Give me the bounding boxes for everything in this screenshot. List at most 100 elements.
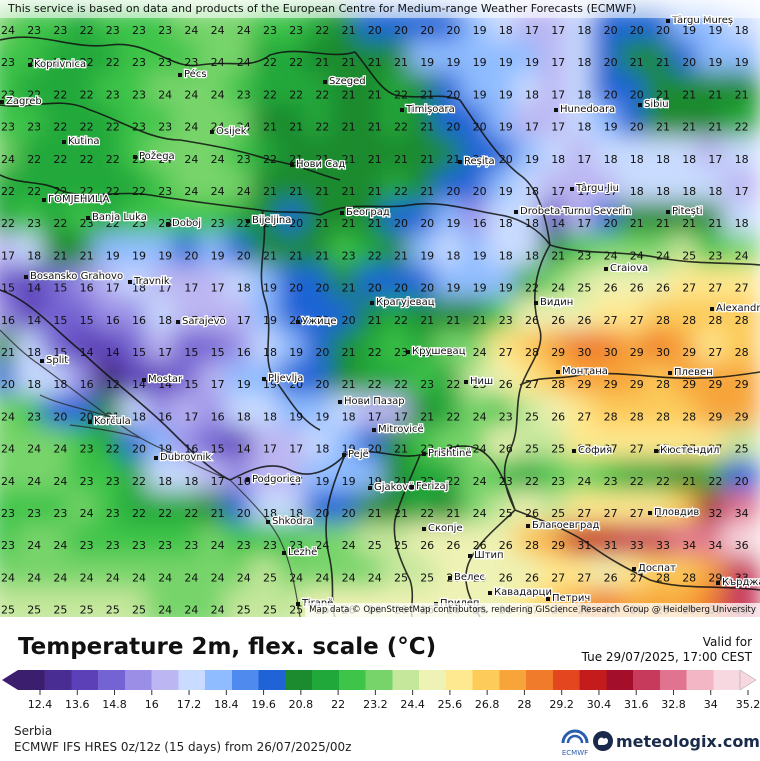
place-name: Doboj xyxy=(172,218,201,229)
place-marker xyxy=(178,73,182,77)
place-name: Timișoara xyxy=(405,104,455,115)
temperature-value: 24 xyxy=(1,410,15,423)
temperature-value: 24 xyxy=(289,571,303,584)
temperature-value: 31 xyxy=(604,539,618,552)
place-marker xyxy=(422,452,426,456)
temperature-value: 17 xyxy=(551,88,565,101)
place-name: Lezhë xyxy=(288,547,317,558)
temperature-value: 21 xyxy=(368,56,382,69)
temperature-value: 28 xyxy=(525,346,539,359)
temperature-value: 21 xyxy=(289,249,303,262)
temperature-value: 22 xyxy=(368,346,382,359)
scale-tick-label: 12.4 xyxy=(28,698,53,711)
temperature-value: 24 xyxy=(80,507,94,520)
temperature-value: 24 xyxy=(184,604,198,617)
place-name: Bijeljina xyxy=(252,215,291,226)
temperature-value: 22 xyxy=(394,378,408,391)
temperature-value: 22 xyxy=(132,507,146,520)
place-name: Shkodra xyxy=(272,516,313,527)
temperature-value: 14 xyxy=(80,346,94,359)
temperature-value: 30 xyxy=(577,346,591,359)
temperature-value: 25 xyxy=(499,507,513,520)
temperature-value: 20 xyxy=(446,88,460,101)
place-marker xyxy=(666,210,670,214)
temperature-value: 16 xyxy=(106,314,120,327)
temperature-value: 21 xyxy=(682,475,696,488)
place-name: Târgu Jiu xyxy=(575,182,619,194)
scale-tick-label: 19.6 xyxy=(251,698,276,711)
temperature-value: 21 xyxy=(342,56,356,69)
temperature-value: 22 xyxy=(53,153,67,166)
scale-tick-label: 35.2 xyxy=(736,698,760,711)
temperature-value: 20 xyxy=(420,282,434,295)
scale-tick-label: 20.8 xyxy=(289,698,314,711)
place-label: Благоевград xyxy=(526,520,600,531)
place-marker xyxy=(24,275,28,279)
place-marker xyxy=(458,160,462,164)
temperature-value: 27 xyxy=(630,314,644,327)
temperature-value: 22 xyxy=(263,88,277,101)
temperature-value: 17 xyxy=(525,121,539,134)
temperature-value: 21 xyxy=(394,153,408,166)
place-label: Hunedoara xyxy=(554,104,615,115)
temperature-value: 22 xyxy=(106,56,120,69)
temperature-value: 20 xyxy=(473,185,487,198)
temperature-value: 26 xyxy=(420,539,434,552)
temperature-value: 15 xyxy=(53,282,67,295)
temperature-value: 21 xyxy=(394,443,408,456)
temperature-value: 17 xyxy=(211,378,225,391)
meteologix-icon xyxy=(592,730,614,752)
temperature-value: 17 xyxy=(394,410,408,423)
place-marker xyxy=(323,80,327,84)
temperature-value: 28 xyxy=(682,410,696,423)
temperature-value: 22 xyxy=(53,121,67,134)
temperature-value: 18 xyxy=(682,185,696,198)
place-name: Požega xyxy=(139,150,175,162)
place-name: Alexandria xyxy=(716,303,760,314)
temperature-value: 15 xyxy=(211,443,225,456)
temperature-value: 22 xyxy=(80,88,94,101)
place-marker xyxy=(372,428,376,432)
temperature-value: 23 xyxy=(132,56,146,69)
temperature-value: 23 xyxy=(1,539,15,552)
scale-tick-label: 13.6 xyxy=(65,698,90,711)
place-marker xyxy=(666,19,670,23)
temperature-value: 21 xyxy=(708,121,722,134)
temperature-value: 19 xyxy=(473,249,487,262)
temperature-value: 20 xyxy=(237,507,251,520)
temperature-value: 23 xyxy=(27,507,41,520)
temperature-value: 24 xyxy=(237,56,251,69)
place-name: Pejë xyxy=(348,449,369,460)
temperature-value: 21 xyxy=(735,88,749,101)
temperature-value: 20 xyxy=(630,88,644,101)
temperature-value: 23 xyxy=(577,249,591,262)
temperature-value: 19 xyxy=(604,121,618,134)
temperature-value: 21 xyxy=(315,217,329,230)
scale-tick-label: 23.2 xyxy=(363,698,388,711)
meteologix-logo[interactable]: meteologix.com xyxy=(592,728,760,754)
temperature-value: 25 xyxy=(132,604,146,617)
place-label: Штип xyxy=(468,550,504,561)
temperature-value: 19 xyxy=(211,249,225,262)
temperature-value: 23 xyxy=(1,507,15,520)
temperature-value: 18 xyxy=(158,475,172,488)
place-marker xyxy=(154,456,158,460)
temperature-value: 21 xyxy=(263,121,277,134)
place-name: Pécs xyxy=(184,68,207,80)
place-name: Travnik xyxy=(133,276,170,287)
temperature-value: 14 xyxy=(551,217,565,230)
temperature-value: 20 xyxy=(604,88,618,101)
place-label: Скопје xyxy=(422,522,463,534)
place-name: Dubrovnik xyxy=(160,452,211,463)
temperature-value: 14 xyxy=(106,346,120,359)
temperature-value: 23 xyxy=(499,410,513,423)
map-attribution: Map data © OpenStreetMap contributors, r… xyxy=(305,603,760,617)
temperature-value: 18 xyxy=(53,378,67,391)
temperature-value: 29 xyxy=(682,378,696,391)
place-label: Нови Сад xyxy=(290,159,345,170)
temperature-value: 24 xyxy=(211,185,225,198)
temperature-value: 19 xyxy=(446,56,460,69)
temperature-value: 24 xyxy=(184,185,198,198)
temperature-value: 22 xyxy=(289,56,303,69)
